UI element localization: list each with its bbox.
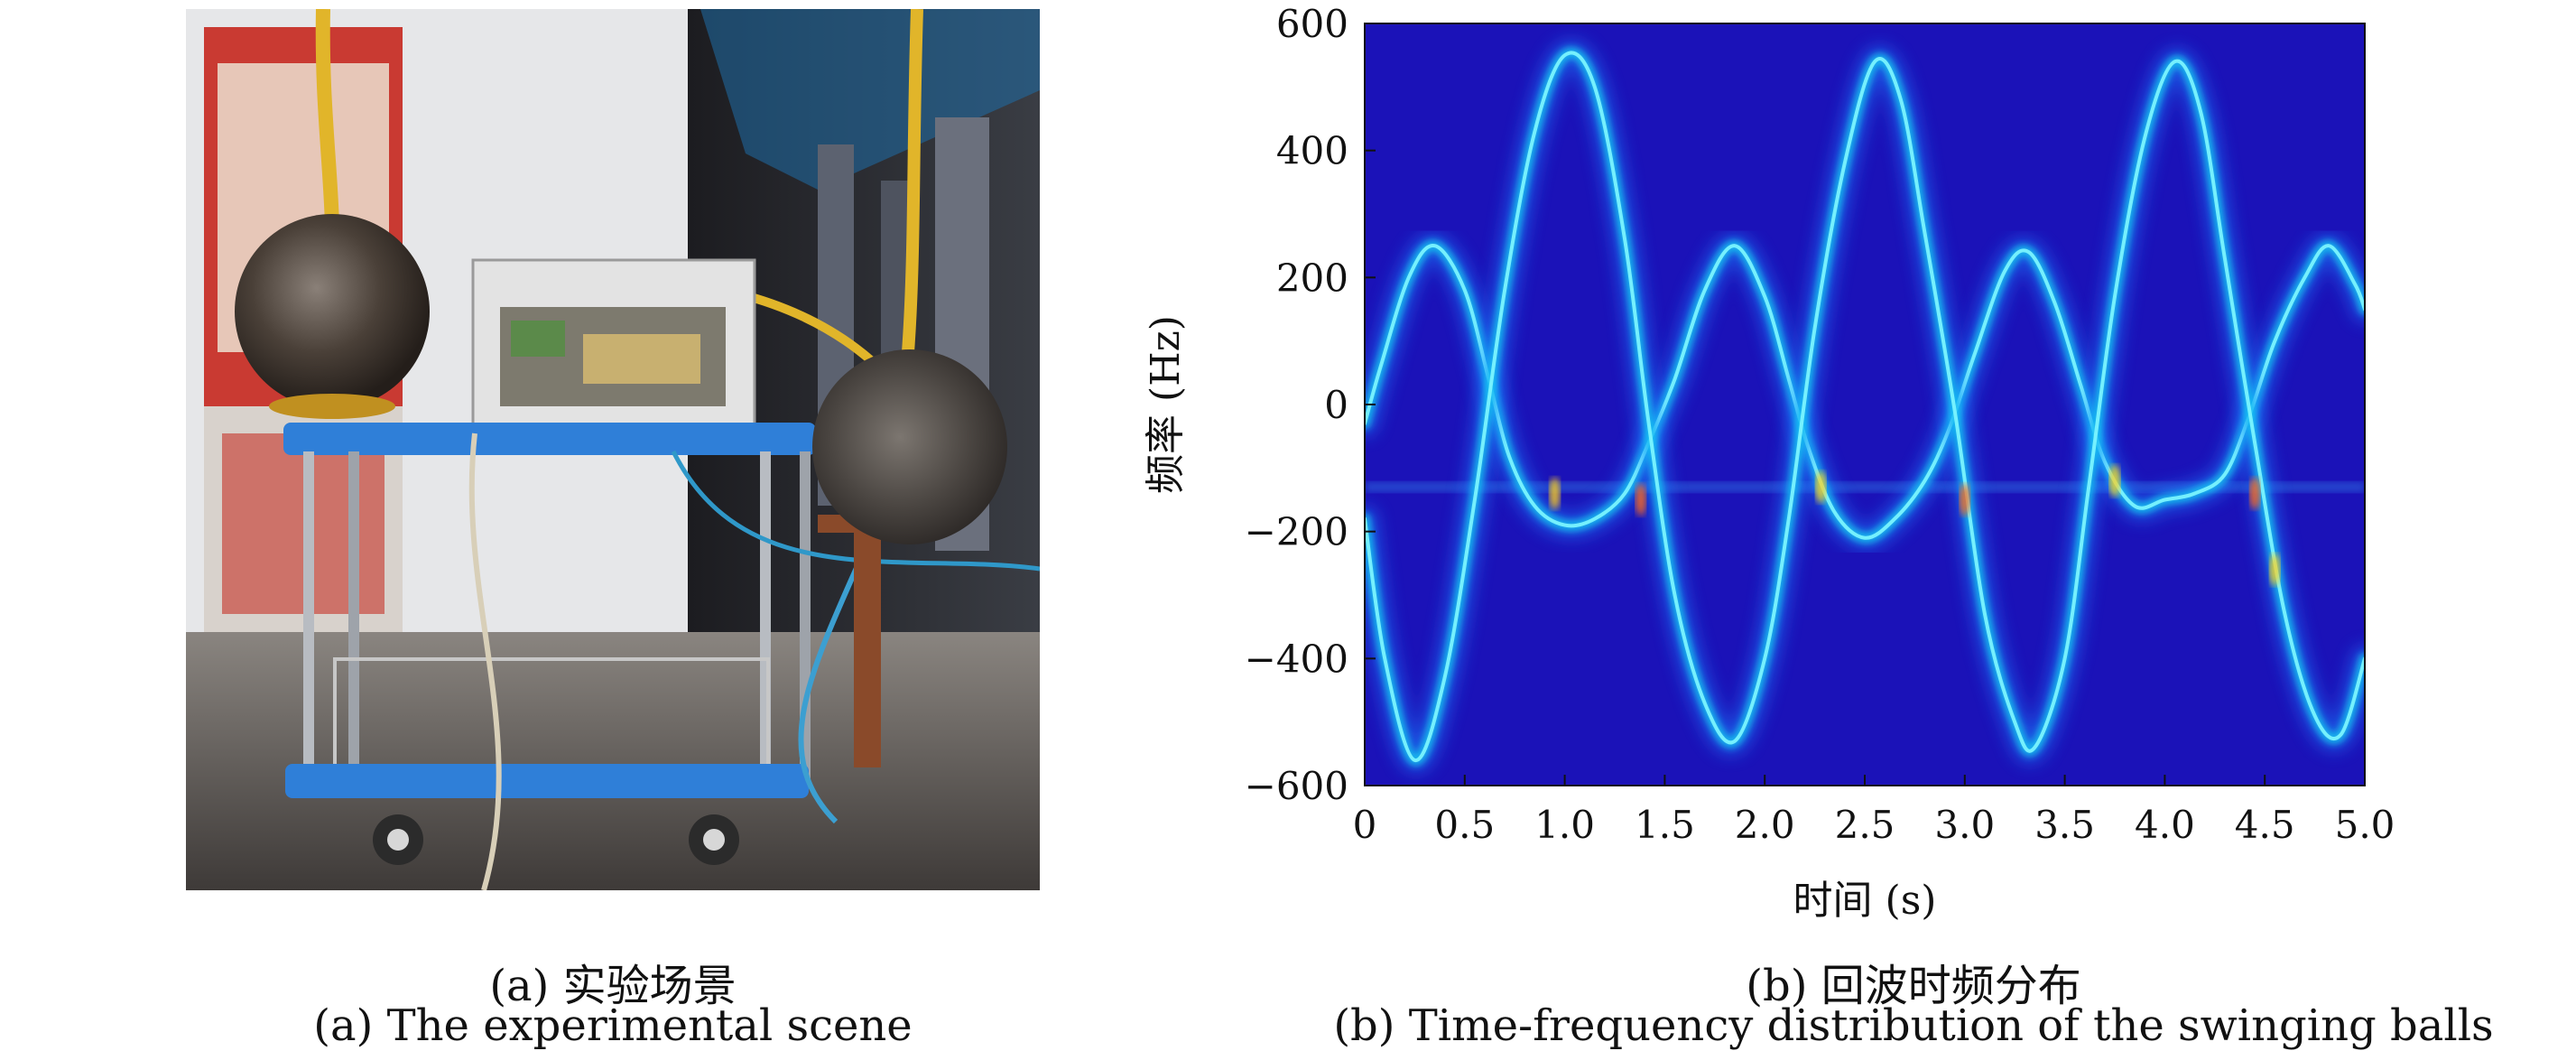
time-frequency-chart: 0 0.5 1.0 1.5 2.0 2.5 3.0 3.5 4.0 4.5 5.0 600 400 200… bbox=[1143, 2, 2395, 924]
caption-b-chinese: (b) 回波时频分布 bbox=[1746, 961, 2081, 1011]
spectrogram-traces bbox=[1365, 40, 2365, 773]
x-tick-label: 3.0 bbox=[1934, 803, 1995, 847]
cart-bottom-shelf bbox=[285, 764, 809, 798]
hotspot-3 bbox=[1815, 470, 1827, 504]
x-tick-label: 4.0 bbox=[2135, 803, 2195, 847]
x-tick-label: 2.5 bbox=[1835, 803, 1895, 847]
hotspot-2 bbox=[1635, 483, 1646, 516]
y-tick-label: 400 bbox=[1276, 129, 1348, 173]
x-tick-label: 1.5 bbox=[1635, 803, 1695, 847]
axis-ticks: 0 0.5 1.0 1.5 2.0 2.5 3.0 3.5 4.0 4.5 5.0 600 400 200… bbox=[1245, 2, 2395, 847]
series-2-trace-layer-3 bbox=[1365, 51, 2365, 762]
right-rope bbox=[902, 9, 923, 353]
floor bbox=[186, 632, 1040, 890]
hotspot-6 bbox=[2249, 477, 2261, 510]
x-tick-label: 2.0 bbox=[1735, 803, 1795, 847]
right-ball bbox=[812, 349, 1007, 544]
caption-a-chinese: (a) 实验场景 bbox=[489, 961, 737, 1011]
series-1-trace-layer-3 bbox=[1365, 244, 2365, 540]
left-rope bbox=[315, 9, 339, 227]
cart-top-shelf bbox=[283, 423, 816, 455]
x-axis-label: 时间 (s) bbox=[1793, 878, 1937, 924]
hotspot-5 bbox=[2109, 464, 2120, 498]
y-tick-label: −600 bbox=[1245, 764, 1348, 808]
y-tick-label: 600 bbox=[1276, 2, 1348, 46]
hotspot-4 bbox=[1959, 483, 1970, 516]
left-ball bbox=[235, 214, 430, 409]
x-tick-label: 3.5 bbox=[2034, 803, 2095, 847]
x-tick-label: 1.0 bbox=[1534, 803, 1595, 847]
caption-a-english: (a) The experimental scene bbox=[313, 1000, 913, 1051]
hotspot-1 bbox=[1549, 477, 1561, 510]
y-tick-label: −200 bbox=[1245, 510, 1348, 554]
x-tick-label: 5.0 bbox=[2335, 803, 2395, 847]
x-tick-label: 4.5 bbox=[2235, 803, 2295, 847]
y-tick-label: 0 bbox=[1324, 383, 1348, 427]
y-tick-label: −400 bbox=[1245, 637, 1348, 681]
x-tick-label: 0 bbox=[1353, 803, 1377, 847]
x-tick-label: 0.5 bbox=[1434, 803, 1495, 847]
hotspot-7 bbox=[2269, 553, 2281, 586]
y-tick-label: 200 bbox=[1276, 256, 1348, 300]
caption-b-english: (b) Time-frequency distribution of the s… bbox=[1333, 1000, 2494, 1051]
experiment-photo bbox=[186, 9, 1040, 890]
y-axis-label: 频率 (Hz) bbox=[1143, 315, 1189, 494]
